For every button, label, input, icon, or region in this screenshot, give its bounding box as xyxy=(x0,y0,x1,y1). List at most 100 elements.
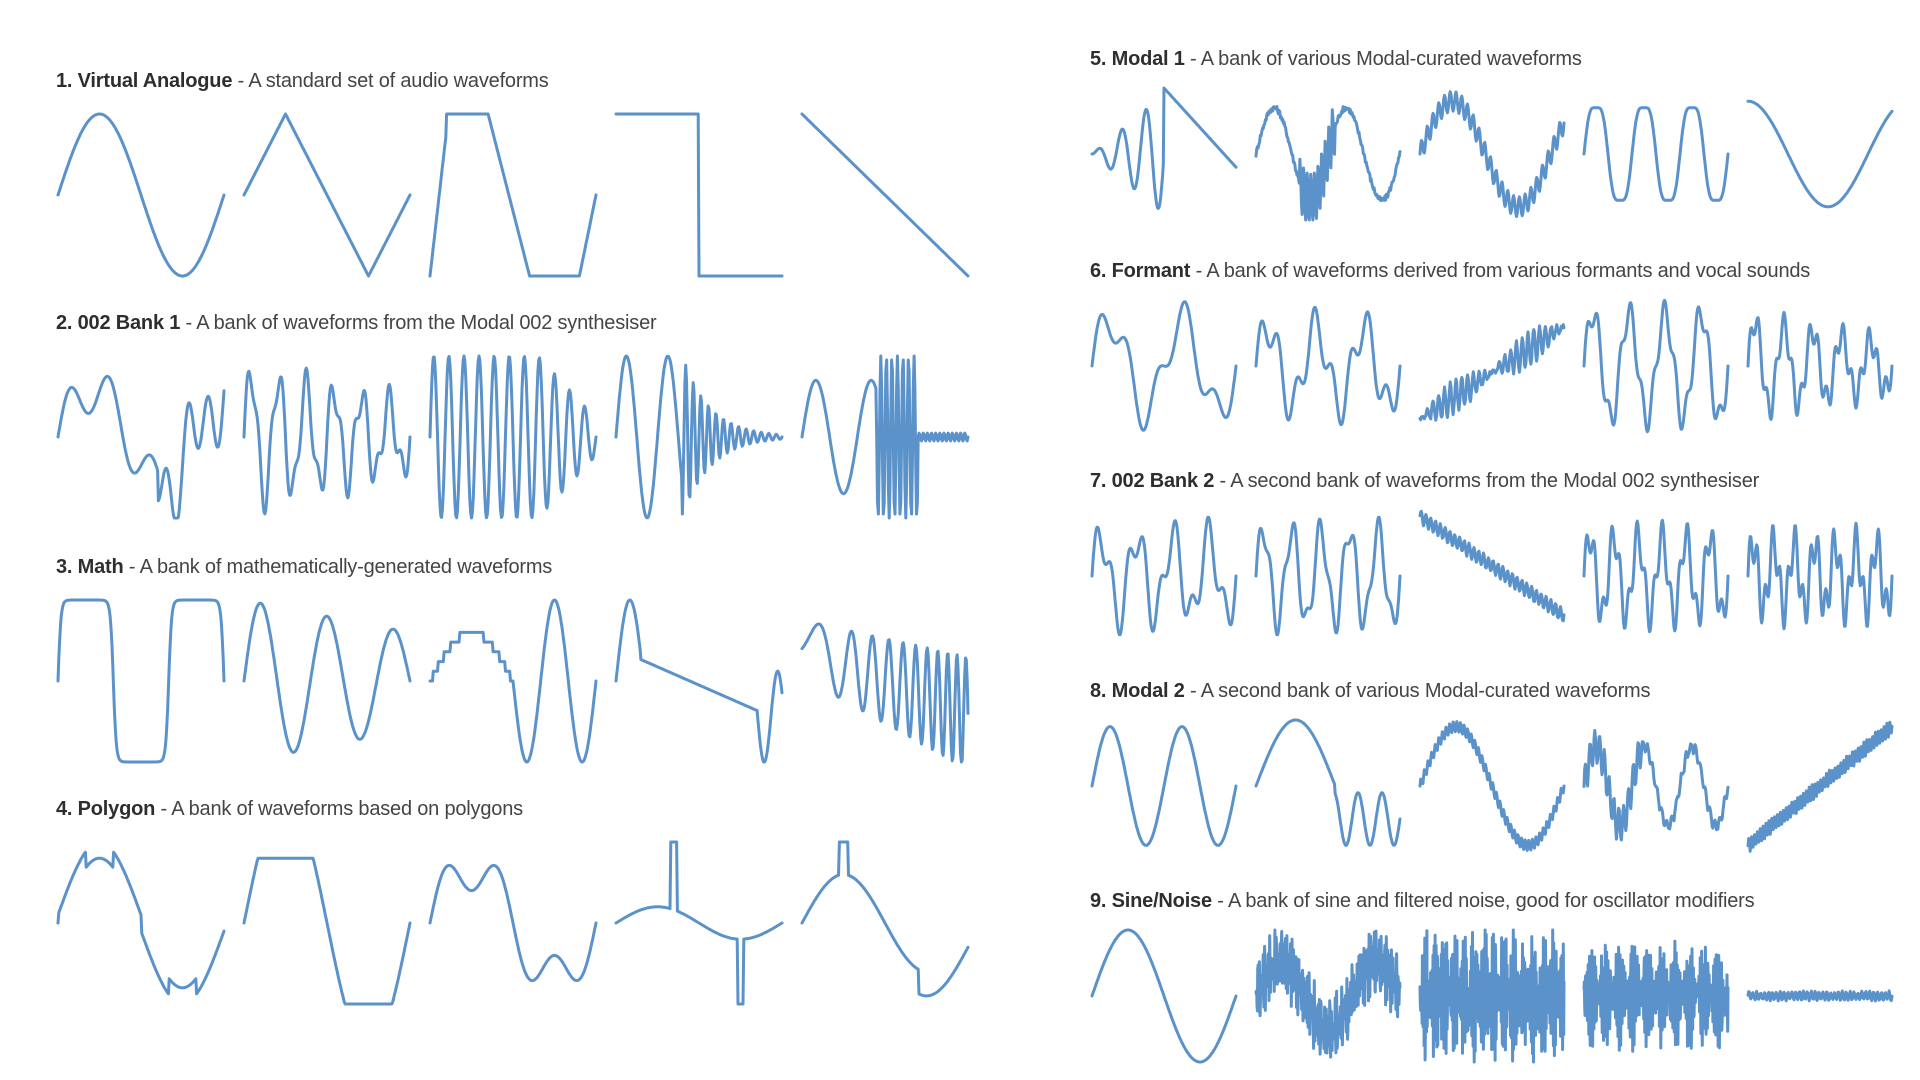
noisy-hump-waveform xyxy=(1418,720,1566,852)
waveform-line xyxy=(56,598,226,764)
noisy-ramp-waveform xyxy=(1746,720,1894,853)
waveform-line xyxy=(1418,720,1566,852)
swoop-waveform xyxy=(1746,99,1894,209)
wave-row xyxy=(1090,84,1894,224)
bank-separator: - xyxy=(123,556,140,578)
rich-b-waveform xyxy=(1254,515,1402,637)
noisy-mix-waveform xyxy=(1582,729,1730,842)
bank-separator: - xyxy=(1184,680,1201,702)
damped-sine-waveform xyxy=(242,601,412,754)
bank-description: A bank of mathematically-generated wavef… xyxy=(139,556,553,578)
bank-description: A bank of waveforms from the Modal 002 s… xyxy=(196,312,657,334)
bank-separator: - xyxy=(1214,470,1231,492)
bank-virtual-analogue: 1. Virtual Analogue - A standard set of … xyxy=(56,70,970,278)
waveform-line xyxy=(1418,323,1566,422)
waveform-line xyxy=(428,863,598,983)
waveform-line xyxy=(56,374,226,520)
pure-sine-waveform xyxy=(1090,928,1238,1064)
formant-rise-waveform xyxy=(1418,323,1566,422)
bank-description: A standard set of audio waveforms xyxy=(248,70,549,92)
bank-sine-noise: 9. Sine/Noise - A bank of sine and filte… xyxy=(1090,890,1894,1064)
waveform-line xyxy=(56,112,226,278)
wave-row xyxy=(56,110,970,280)
waveform-line xyxy=(1746,521,1894,631)
noise-sine-waveform xyxy=(1254,928,1402,1059)
bank-name: 8. Modal 2 xyxy=(1090,680,1185,702)
double-peak-waveform xyxy=(1090,725,1238,847)
waveform-line xyxy=(1090,300,1238,432)
bank-separator: - xyxy=(155,798,172,820)
bank-separator: - xyxy=(1190,260,1207,282)
bank-name: 3. Math xyxy=(56,556,124,578)
wave-row xyxy=(1090,506,1894,646)
bank-name: 4. Polygon xyxy=(56,798,156,820)
bank-polygon: 4. Polygon - A bank of waveforms based o… xyxy=(56,798,970,1006)
bank-002-bank-2: 7. 002 Bank 2 - A second bank of wavefor… xyxy=(1090,470,1894,637)
waveform-line xyxy=(428,112,598,278)
poly-trapezoid-waveform xyxy=(242,856,412,1006)
wave-row xyxy=(56,838,970,1008)
staircase-sine-waveform xyxy=(428,598,598,764)
rounded-square-waveform xyxy=(56,598,226,764)
bank-modal-2: 8. Modal 2 - A second bank of various Mo… xyxy=(1090,680,1894,853)
waveform-line xyxy=(1090,86,1238,210)
waveform-line xyxy=(1582,939,1730,1053)
rich-d-waveform xyxy=(1746,521,1894,631)
complex-b-waveform xyxy=(242,366,412,516)
bank-title: 6. Formant - A bank of waveforms derived… xyxy=(1090,260,1810,283)
waveform-line xyxy=(1254,105,1402,222)
ramp-noisy-waveform xyxy=(1418,509,1566,623)
waveform-line xyxy=(1746,720,1894,853)
bank-description: A bank of various Modal-curated waveform… xyxy=(1200,48,1582,70)
bank-separator: - xyxy=(180,312,197,334)
hump-waveform xyxy=(1418,90,1566,218)
wave-row xyxy=(56,596,970,766)
bank-name: 1. Virtual Analogue xyxy=(56,70,233,92)
noise-dense-waveform xyxy=(1418,928,1566,1064)
waveform-line xyxy=(1418,928,1566,1064)
bank-title: 7. 002 Bank 2 - A second bank of wavefor… xyxy=(1090,470,1759,493)
decay-burst-waveform xyxy=(614,354,784,520)
waveform-line xyxy=(242,856,412,1006)
bank-math: 3. Math - A bank of mathematically-gener… xyxy=(56,556,970,764)
square-waveform xyxy=(614,112,784,278)
rich-c-waveform xyxy=(1582,518,1730,634)
waveform-line xyxy=(1254,718,1402,847)
waveform-line xyxy=(1254,305,1402,427)
bank-name: 2. 002 Bank 1 xyxy=(56,312,181,334)
bank-description: A bank of sine and filtered noise, good … xyxy=(1227,890,1755,912)
poly-step-waveform xyxy=(800,840,970,998)
waveform-line xyxy=(1582,298,1730,434)
chirp-waveform xyxy=(800,622,970,764)
poly-spike-waveform xyxy=(614,840,784,1006)
waveform-line xyxy=(428,598,598,764)
waveform-line xyxy=(1090,515,1238,637)
bank-title: 3. Math - A bank of mathematically-gener… xyxy=(56,556,552,579)
bank-title: 1. Virtual Analogue - A standard set of … xyxy=(56,70,549,93)
bank-name: 7. 002 Bank 2 xyxy=(1090,470,1215,492)
bank-title: 9. Sine/Noise - A bank of sine and filte… xyxy=(1090,890,1755,913)
formant-b-waveform xyxy=(1254,305,1402,427)
bank-002-bank-1: 2. 002 Bank 1 - A bank of waveforms from… xyxy=(56,312,970,520)
waveform-line xyxy=(56,850,226,996)
waveform-line xyxy=(614,840,784,1006)
noise-medium-waveform xyxy=(1582,939,1730,1053)
waveform-line xyxy=(242,601,412,754)
late-burst-waveform xyxy=(800,354,970,520)
peak-fall-waveform xyxy=(1254,718,1402,847)
waveform-line xyxy=(1418,509,1566,623)
wave-row xyxy=(56,352,970,522)
noise-flat-waveform xyxy=(1746,989,1894,1003)
bank-name: 9. Sine/Noise xyxy=(1090,890,1212,912)
bank-title: 5. Modal 1 - A bank of various Modal-cur… xyxy=(1090,48,1582,71)
waveform-line xyxy=(800,112,970,278)
bank-separator: - xyxy=(1211,890,1228,912)
waveform-line xyxy=(1582,518,1730,634)
bank-name: 6. Formant xyxy=(1090,260,1191,282)
jagged-waveform xyxy=(1254,105,1402,222)
waveform-line xyxy=(800,622,970,764)
waveform-line xyxy=(1746,99,1894,209)
waveform-line xyxy=(1582,106,1730,202)
smooth-drop-waveform xyxy=(614,598,784,764)
